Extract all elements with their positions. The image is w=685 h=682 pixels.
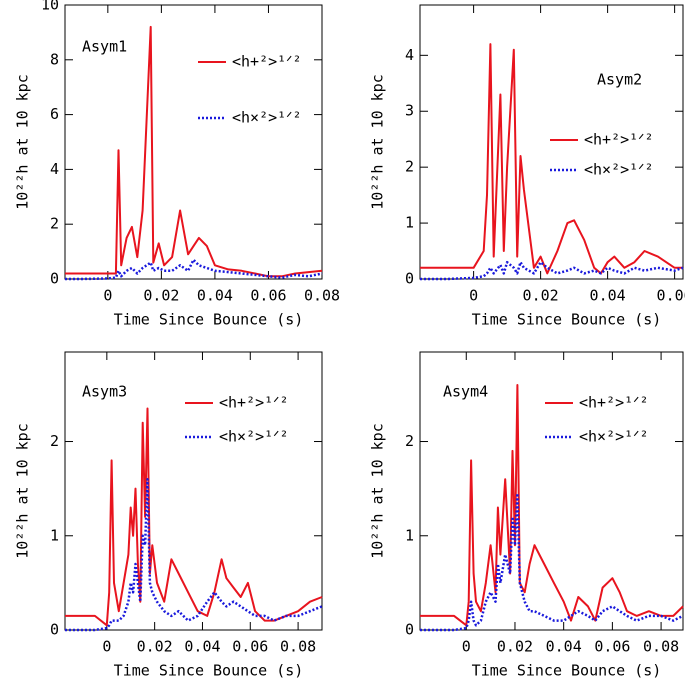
annotation: Asym4	[443, 383, 488, 401]
x-tick-label: 0.06	[232, 638, 268, 656]
x-tick-label: 0.04	[546, 638, 582, 656]
plot-frame	[64, 351, 323, 631]
y-tick-label: 3	[405, 102, 414, 120]
x-tick-label: 0.02	[143, 287, 179, 305]
plot-frame	[64, 4, 323, 280]
legend-label: <h+²>¹ᐟ²	[232, 53, 302, 71]
y-tick-label: 2	[405, 432, 414, 450]
series-line	[420, 260, 684, 281]
y-tick-label: 4	[405, 46, 414, 64]
x-tick-label: 0.06	[250, 287, 286, 305]
y-tick-label: 0	[50, 270, 59, 288]
legend-label: <h×²>¹ᐟ²	[579, 428, 649, 446]
x-axis-label: Time Since Bounce (s)	[114, 311, 304, 329]
y-tick-label: 1	[405, 214, 414, 232]
series-line	[420, 492, 684, 632]
y-tick-label: 10	[41, 0, 59, 14]
x-tick-label: 0.08	[304, 287, 340, 305]
x-tick-label: 0.02	[497, 638, 533, 656]
x-tick-label: 0.08	[280, 638, 316, 656]
legend-label: <h+²>¹ᐟ²	[579, 394, 649, 412]
y-axis-label: 10²²h at 10 kpc	[369, 423, 387, 558]
plot-frame	[419, 4, 684, 280]
x-tick-label: 0.02	[523, 287, 559, 305]
y-tick-label: 0	[405, 270, 414, 288]
x-axis-label: Time Since Bounce (s)	[472, 311, 662, 329]
y-tick-label: 1	[405, 526, 414, 544]
series-line	[420, 43, 683, 275]
annotation: Asym3	[82, 383, 127, 401]
y-tick-label: 2	[50, 432, 59, 450]
x-tick-label: 0	[102, 638, 111, 656]
series-line	[65, 258, 323, 281]
x-tick-label: 0.06	[594, 638, 630, 656]
x-tick-label: 0.04	[590, 287, 626, 305]
legend-label: <h×²>¹ᐟ²	[584, 161, 654, 179]
x-tick-label: 0.04	[197, 287, 233, 305]
x-tick-label: 0	[469, 287, 478, 305]
series-line	[65, 477, 323, 632]
y-tick-label: 2	[405, 158, 414, 176]
annotation: Asym1	[82, 38, 127, 56]
x-tick-label: 0.02	[137, 638, 173, 656]
x-tick-label: 0	[462, 638, 471, 656]
series-line	[420, 384, 684, 627]
y-axis-label: 10²²h at 10 kpc	[369, 74, 387, 209]
legend-label: <h+²>¹ᐟ²	[219, 394, 289, 412]
plot-frame	[419, 351, 684, 631]
annotation: Asym2	[597, 71, 642, 89]
x-tick-label: 0.04	[184, 638, 220, 656]
x-axis-label: Time Since Bounce (s)	[472, 662, 662, 680]
x-tick-label: 0	[103, 287, 112, 305]
x-tick-label: 0.06	[657, 287, 685, 305]
x-axis-label: Time Since Bounce (s)	[114, 662, 304, 680]
y-tick-label: 8	[50, 50, 59, 68]
x-tick-label: 0.08	[643, 638, 679, 656]
y-axis-label: 10²²h at 10 kpc	[14, 74, 32, 209]
series-line	[65, 407, 323, 627]
y-tick-label: 4	[50, 160, 59, 178]
y-tick-label: 6	[50, 105, 59, 123]
legend-label: <h×²>¹ᐟ²	[232, 109, 302, 127]
y-axis-label: 10²²h at 10 kpc	[14, 423, 32, 558]
y-tick-label: 2	[50, 215, 59, 233]
legend-label: <h×²>¹ᐟ²	[219, 428, 289, 446]
y-tick-label: 0	[405, 621, 414, 639]
y-tick-label: 1	[50, 526, 59, 544]
legend-label: <h+²>¹ᐟ²	[584, 131, 654, 149]
y-tick-label: 0	[50, 621, 59, 639]
